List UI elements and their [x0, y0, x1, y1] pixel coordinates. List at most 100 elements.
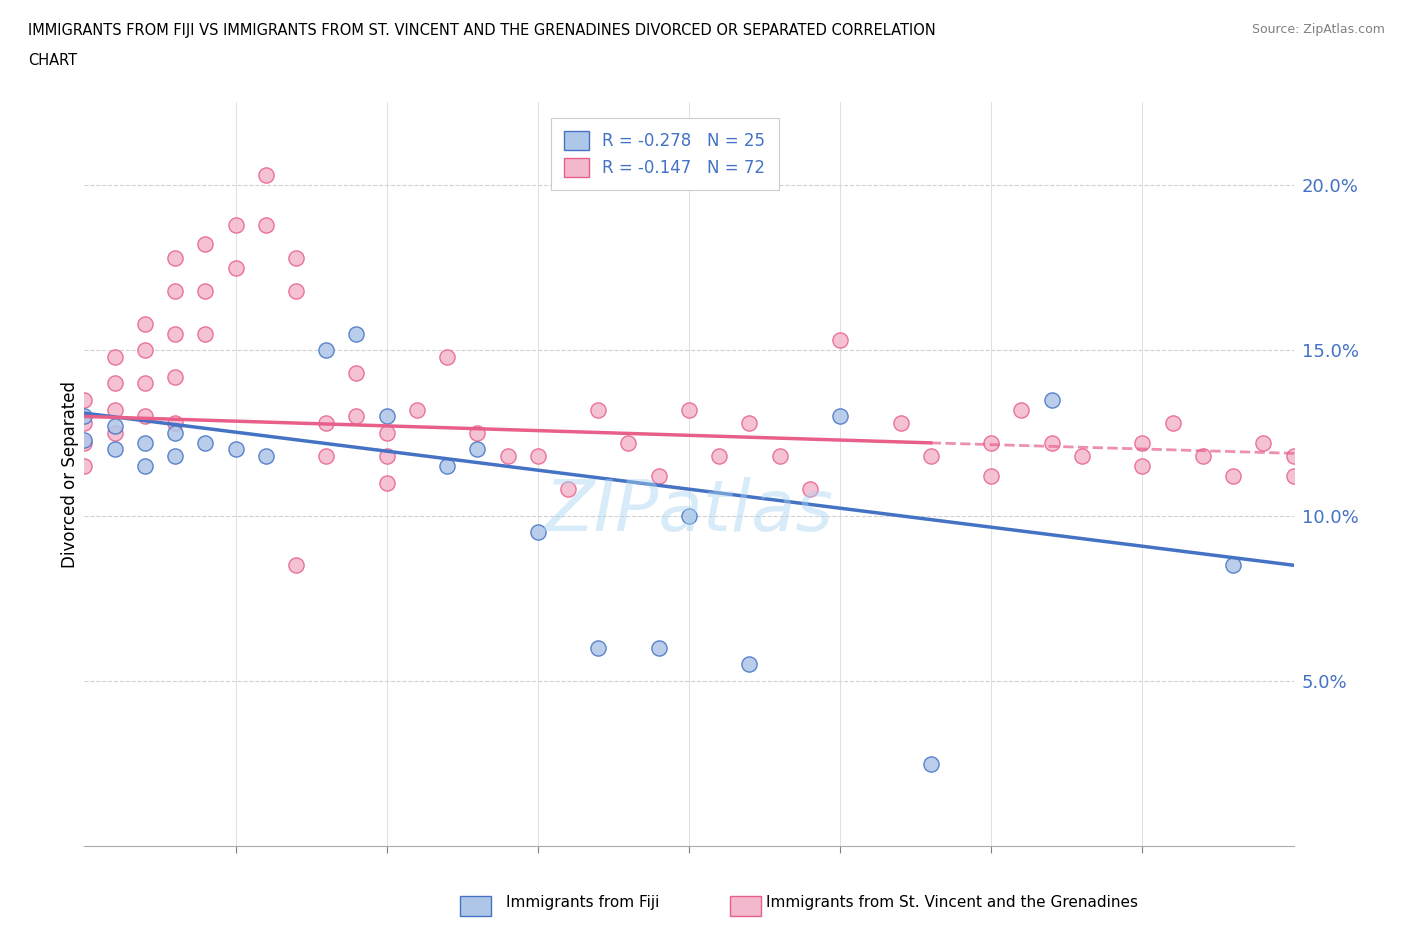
Point [165, 326, 187, 341]
Point [890, 416, 912, 431]
Point [134, 376, 156, 391]
Point [73, 409, 96, 424]
Point [467, 426, 489, 441]
FancyBboxPatch shape [730, 896, 761, 916]
Point [436, 458, 458, 473]
Point [588, 403, 610, 418]
Point [104, 442, 127, 457]
Point [1313, 435, 1336, 450]
Point [527, 525, 550, 539]
Text: CHART: CHART [28, 53, 77, 68]
Point [738, 657, 761, 671]
Point [73, 435, 96, 450]
Point [1282, 469, 1305, 484]
Point [73, 392, 96, 407]
Text: Immigrants from Fiji: Immigrants from Fiji [506, 895, 659, 910]
Point [1040, 392, 1063, 407]
Point [254, 167, 277, 182]
Point [1161, 416, 1184, 431]
Point [527, 448, 550, 463]
Text: IMMIGRANTS FROM FIJI VS IMMIGRANTS FROM ST. VINCENT AND THE GRENADINES DIVORCED : IMMIGRANTS FROM FIJI VS IMMIGRANTS FROM … [28, 23, 936, 38]
Point [588, 641, 610, 656]
Point [165, 426, 187, 441]
Point [285, 250, 308, 265]
Text: Source: ZipAtlas.com: Source: ZipAtlas.com [1251, 23, 1385, 36]
Point [104, 376, 127, 391]
Point [375, 426, 398, 441]
Point [799, 482, 821, 497]
Point [346, 366, 368, 381]
Point [254, 448, 277, 463]
Point [557, 482, 579, 497]
Point [648, 469, 671, 484]
Point [134, 409, 156, 424]
Point [194, 237, 217, 252]
Point [678, 403, 700, 418]
Point [980, 435, 1002, 450]
Point [1192, 448, 1215, 463]
Point [375, 409, 398, 424]
Point [254, 218, 277, 232]
Point [315, 416, 337, 431]
Point [769, 448, 792, 463]
Text: ZIPatlas: ZIPatlas [544, 477, 834, 546]
Point [375, 448, 398, 463]
Point [165, 416, 187, 431]
Point [104, 426, 127, 441]
Point [1403, 448, 1406, 463]
Point [73, 432, 96, 447]
Point [225, 218, 247, 232]
Point [1282, 448, 1305, 463]
Point [1374, 435, 1396, 450]
Legend: R = -0.278   N = 25, R = -0.147   N = 72: R = -0.278 N = 25, R = -0.147 N = 72 [551, 118, 779, 191]
Point [225, 260, 247, 275]
Point [225, 442, 247, 457]
Point [165, 250, 187, 265]
Point [406, 403, 429, 418]
Point [648, 641, 671, 656]
Point [1040, 435, 1063, 450]
Point [980, 469, 1002, 484]
Point [617, 435, 640, 450]
Text: Immigrants from St. Vincent and the Grenadines: Immigrants from St. Vincent and the Gren… [766, 895, 1139, 910]
FancyBboxPatch shape [460, 896, 491, 916]
Point [134, 458, 156, 473]
Point [285, 284, 308, 299]
Point [830, 409, 852, 424]
Point [496, 448, 519, 463]
Point [134, 435, 156, 450]
Point [315, 343, 337, 358]
Point [1011, 403, 1033, 418]
Point [134, 316, 156, 331]
Point [194, 435, 217, 450]
Point [467, 442, 489, 457]
Point [920, 756, 942, 771]
Point [678, 508, 700, 523]
Point [285, 558, 308, 573]
Point [1132, 458, 1154, 473]
Point [104, 350, 127, 365]
Point [346, 409, 368, 424]
Point [346, 326, 368, 341]
Point [73, 416, 96, 431]
Point [165, 448, 187, 463]
Point [738, 416, 761, 431]
Point [1222, 469, 1244, 484]
Point [134, 343, 156, 358]
Point [709, 448, 731, 463]
Point [165, 284, 187, 299]
Point [830, 333, 852, 348]
Point [315, 448, 337, 463]
Point [1071, 448, 1094, 463]
Point [194, 284, 217, 299]
Y-axis label: Divorced or Separated: Divorced or Separated [62, 380, 80, 568]
Point [73, 458, 96, 473]
Point [375, 475, 398, 490]
Point [1343, 448, 1365, 463]
Point [436, 350, 458, 365]
Point [104, 418, 127, 433]
Point [165, 369, 187, 384]
Point [194, 326, 217, 341]
Point [1253, 435, 1275, 450]
Point [920, 448, 942, 463]
